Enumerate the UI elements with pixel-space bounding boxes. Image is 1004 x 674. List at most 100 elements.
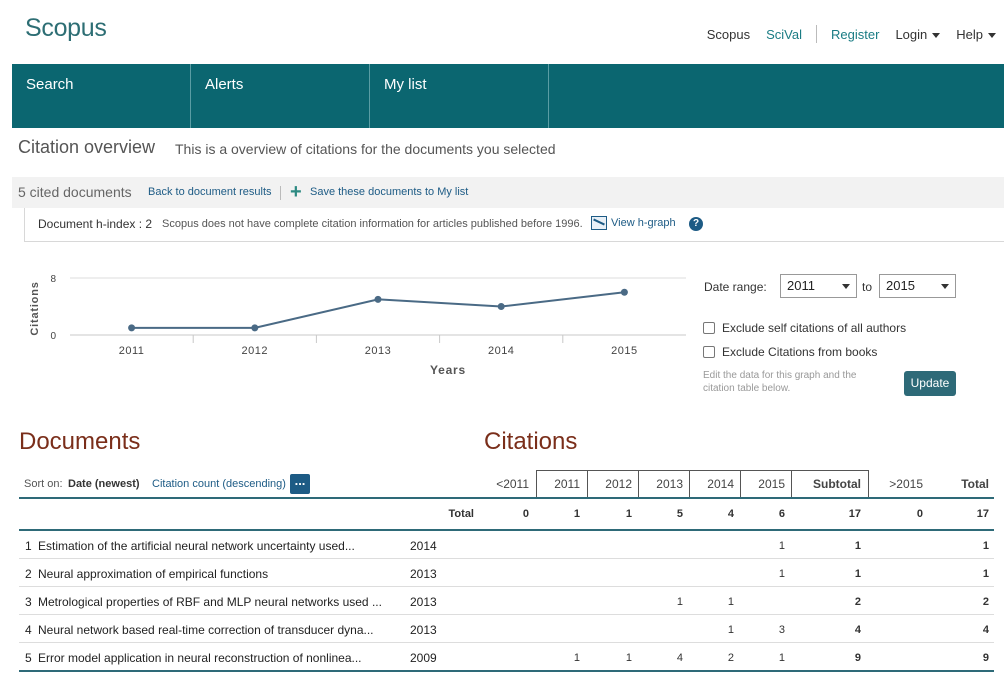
sort-citation-count-link[interactable]: Citation count (descending) [152, 478, 286, 490]
citation-cell: 3 [778, 624, 785, 636]
exclude-self-label: Exclude self citations of all authors [722, 321, 907, 335]
document-year: 2013 [410, 567, 437, 581]
document-year: 2009 [410, 651, 437, 665]
row-number: 4 [25, 623, 32, 637]
citations-heading: Citations [484, 428, 578, 455]
add-icon: + [290, 181, 302, 203]
total-rule [19, 529, 994, 531]
nav-item-alerts[interactable]: Alerts [191, 64, 370, 128]
top-divider [816, 25, 818, 43]
sort-date-option[interactable]: Date (newest) [68, 478, 140, 490]
scopus-logo[interactable]: Scopus [25, 14, 107, 42]
column-header-2012: 2012 [605, 477, 632, 491]
total-cell: 17 [848, 508, 861, 520]
document-year: 2013 [410, 623, 437, 637]
scopus-link[interactable]: Scopus [706, 26, 751, 42]
column-header-2015: 2015 [758, 477, 785, 491]
update-button[interactable]: Update [904, 371, 956, 396]
document-title-link[interactable]: Error model application in neural recons… [38, 651, 362, 665]
exclude-books-checkbox[interactable] [703, 346, 715, 358]
citation-cell: 4 [982, 624, 989, 636]
column-header-2015: >2015 [889, 477, 923, 491]
citation-cell: 4 [676, 652, 683, 664]
row-number: 1 [25, 539, 32, 553]
data-point-2011 [128, 324, 136, 332]
more-options-button[interactable]: ... [290, 474, 310, 494]
register-link[interactable]: Register [831, 26, 880, 42]
y-axis-title: Citations [29, 281, 41, 335]
citations-chart: 0 8 2011 2012 2013 2014 2015 Years Citations [29, 274, 686, 377]
document-title-link[interactable]: Estimation of the artificial neural netw… [38, 539, 355, 553]
col-divider [791, 470, 792, 498]
column-header-total: Total [961, 477, 989, 491]
column-header-subtotal: Subtotal [813, 477, 861, 491]
h-index-note: Scopus does not have complete citation i… [162, 218, 583, 230]
sort-label: Sort on: [24, 478, 63, 490]
total-cell: 0 [522, 508, 529, 520]
citation-cell: 9 [854, 652, 861, 664]
citation-cell: 1 [778, 652, 785, 664]
page-subtitle: This is a overview of citations for the … [175, 141, 556, 157]
row-divider [19, 642, 994, 643]
citation-cell: 2 [727, 652, 734, 664]
save-to-list-link[interactable]: Save these documents to My list [310, 186, 469, 198]
column-header-2014: 2014 [707, 477, 734, 491]
x-tick-label: 2012 [242, 345, 268, 357]
toolbar-divider [280, 186, 281, 200]
exclude-self-checkbox[interactable] [703, 322, 715, 334]
row-divider [19, 586, 994, 587]
row-number: 3 [25, 595, 32, 609]
citation-cell: 2 [982, 596, 989, 608]
nav-item-my-list[interactable]: My list [370, 64, 549, 128]
document-year: 2014 [410, 539, 437, 553]
date-from-select[interactable]: 2011 [780, 274, 857, 298]
total-cell: 4 [727, 508, 734, 520]
data-point-2015 [620, 288, 628, 296]
view-h-graph-link[interactable]: View h-graph [611, 217, 676, 229]
help-icon[interactable]: ? [689, 217, 703, 231]
citation-cell: 1 [982, 568, 989, 580]
scival-link[interactable]: SciVal [766, 26, 803, 42]
citation-cell: 1 [676, 596, 683, 608]
x-tick-label: 2013 [365, 345, 391, 357]
citation-cell: 4 [854, 624, 861, 636]
document-title-link[interactable]: Neural approximation of empirical functi… [38, 567, 269, 581]
data-point-2012 [251, 324, 259, 332]
exclude-books-label: Exclude Citations from books [722, 345, 878, 359]
page-title: Citation overview [18, 137, 156, 157]
column-header-2011: <2011 [496, 477, 529, 491]
help-menu[interactable]: Help [948, 27, 1004, 42]
nav-item-search[interactable]: Search [12, 64, 191, 128]
date-to-label: to [862, 280, 873, 294]
citation-cell: 1 [778, 540, 785, 552]
total-cell: 17 [976, 508, 989, 520]
h-index-label: Document h-index : 2 [38, 217, 153, 231]
col-divider [638, 470, 639, 498]
table-bottom-rule [19, 670, 994, 672]
document-title-link[interactable]: Metrological properties of RBF and MLP n… [38, 595, 382, 609]
edit-note: Edit the data for this graph and the cit… [703, 370, 857, 394]
h-index-panel [24, 208, 1004, 242]
data-point-2014 [497, 303, 505, 310]
document-title-link[interactable]: Neural network based real-time correctio… [38, 623, 374, 637]
year-columns-box [536, 470, 869, 498]
documents-heading: Documents [19, 428, 141, 455]
citation-cell: 1 [727, 596, 734, 608]
total-cell: 6 [778, 508, 785, 520]
citation-cell: 2 [854, 596, 861, 608]
x-tick-label: 2011 [119, 345, 145, 357]
citation-cell: 1 [778, 568, 785, 580]
col-divider [587, 470, 588, 498]
help-label: Help [956, 26, 983, 42]
total-cell: 1 [625, 508, 632, 520]
row-number: 5 [25, 651, 32, 665]
citation-cell: 1 [854, 568, 861, 580]
col-divider [740, 470, 741, 498]
login-menu[interactable]: Login [887, 27, 948, 42]
citation-cell: 1 [727, 624, 734, 636]
back-to-results-link[interactable]: Back to document results [148, 186, 272, 198]
col-divider [689, 470, 690, 498]
x-tick-label: 2015 [611, 345, 637, 357]
header-rule [19, 497, 994, 499]
date-to-select[interactable]: 2015 [879, 274, 956, 298]
